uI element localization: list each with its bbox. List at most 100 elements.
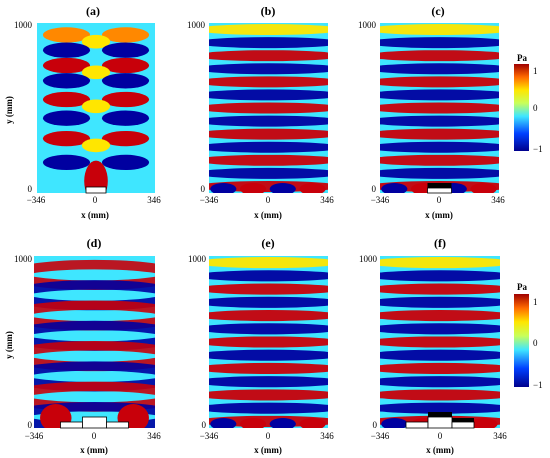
panel-d: (d) 1000 0 y (mm) −346 0 346 x (mm) [4, 236, 161, 455]
pressure-band [380, 402, 500, 414]
pressure-band [209, 102, 328, 114]
x-tick-mid-c: 0 [437, 195, 442, 205]
y-tick-bottom-f: 0 [373, 420, 378, 430]
x-tick-mid-e: 0 [266, 431, 271, 441]
x-axis-label-b: x (mm) [254, 210, 282, 220]
central-jet [84, 160, 108, 193]
source-element [452, 418, 474, 422]
x-axis-label-e: x (mm) [254, 445, 282, 455]
x-tick-left-d: −346 [25, 431, 44, 441]
pressure-band [209, 362, 328, 375]
x-tick-mid-a: 0 [93, 195, 98, 205]
x-axis-label-f: x (mm) [426, 445, 454, 455]
pressure-lobe [42, 130, 91, 147]
pressure-band [380, 336, 500, 348]
pressure-map-b [209, 23, 328, 193]
pressure-band [380, 376, 500, 388]
pressure-lobe [81, 65, 111, 80]
panel-b: (b) 1000 0 −346 0 346 x (mm) [187, 4, 334, 220]
pressure-band [209, 128, 328, 140]
pressure-band [380, 283, 500, 295]
source-element [427, 187, 452, 194]
pressure-band [209, 336, 328, 348]
x-tick-left-f: −346 [371, 431, 390, 441]
y-axis-label-d: y (mm) [4, 331, 14, 359]
pressure-band [380, 309, 500, 322]
field-layer [34, 256, 155, 428]
y-tick-top-d: 1000 [14, 254, 33, 264]
pressure-band [380, 89, 499, 101]
pressure-map-c [380, 23, 499, 194]
edge-lobe [210, 183, 237, 193]
source-element [106, 421, 129, 429]
x-tick-right-e: 346 [320, 431, 334, 441]
pressure-lobe [101, 154, 150, 171]
pressure-lobe [101, 42, 150, 58]
y-tick-top-b: 1000 [187, 20, 206, 30]
edge-lobe [471, 418, 498, 428]
colorbar-gradient-top [514, 64, 529, 151]
field-layer [209, 23, 328, 193]
pressure-lobe [42, 91, 91, 108]
colorbar-max-bottom: 1 [533, 297, 538, 307]
y-tick-top-a: 1000 [14, 20, 33, 30]
pressure-lobe [81, 138, 111, 153]
pressure-lobe [81, 99, 111, 114]
pressure-band [380, 141, 499, 153]
pressure-band [380, 76, 499, 88]
panel-label-e: (e) [261, 236, 274, 250]
edge-lobe [381, 418, 408, 428]
panel-f: (f) 1000 0 −346 0 346 x (mm) [359, 236, 507, 455]
pressure-band [380, 154, 499, 166]
edge-lobe [470, 183, 497, 193]
field-layer [380, 256, 500, 428]
panel-label-a: (a) [86, 4, 100, 18]
pressure-band [209, 89, 328, 101]
x-tick-mid-b: 0 [266, 195, 271, 205]
colorbar-max-top: 1 [533, 66, 538, 76]
x-tick-left-e: −346 [200, 431, 219, 441]
edge-lobe [239, 418, 267, 428]
pressure-band [209, 402, 328, 414]
x-tick-mid-d: 0 [92, 431, 97, 441]
pressure-lobe [101, 91, 150, 108]
pressure-lobe [42, 57, 91, 74]
panel-label-d: (d) [87, 236, 102, 250]
pressure-lobe [101, 110, 150, 126]
edge-lobe [239, 183, 267, 193]
edge-lobe [299, 418, 326, 428]
pressure-lobe [42, 110, 91, 126]
pressure-lobe [101, 73, 150, 89]
x-tick-right-b: 346 [320, 195, 334, 205]
pressure-band [380, 362, 500, 375]
pressure-band [380, 63, 499, 75]
pressure-band [380, 24, 499, 36]
colorbar-bottom: Pa 1 0 −1 [514, 282, 543, 390]
edge-lobe [381, 183, 408, 193]
pressure-band [209, 309, 328, 322]
pressure-band [209, 167, 328, 179]
pressure-lobe [42, 42, 91, 58]
pressure-lobe [81, 34, 111, 49]
x-axis-label-a: x (mm) [81, 210, 109, 220]
pressure-band [380, 257, 500, 269]
panel-label-c: (c) [431, 4, 444, 18]
pressure-map-e [209, 256, 328, 428]
edge-lobe [269, 183, 296, 193]
pressure-band [380, 270, 500, 282]
pressure-band [209, 154, 328, 166]
x-tick-right-f: 346 [493, 431, 507, 441]
panel-label-b: (b) [261, 4, 276, 18]
pressure-band [209, 389, 328, 401]
x-tick-left-c: −346 [371, 195, 390, 205]
pressure-band [380, 389, 500, 401]
colorbar-min-top: −1 [533, 144, 543, 154]
pressure-band [380, 128, 499, 140]
pressure-lobe [42, 154, 91, 171]
y-tick-bottom-c: 0 [372, 184, 377, 194]
pressure-band [209, 296, 328, 308]
x-tick-right-a: 346 [147, 195, 161, 205]
pressure-map-d [34, 256, 155, 429]
pressure-map-f [380, 256, 500, 429]
